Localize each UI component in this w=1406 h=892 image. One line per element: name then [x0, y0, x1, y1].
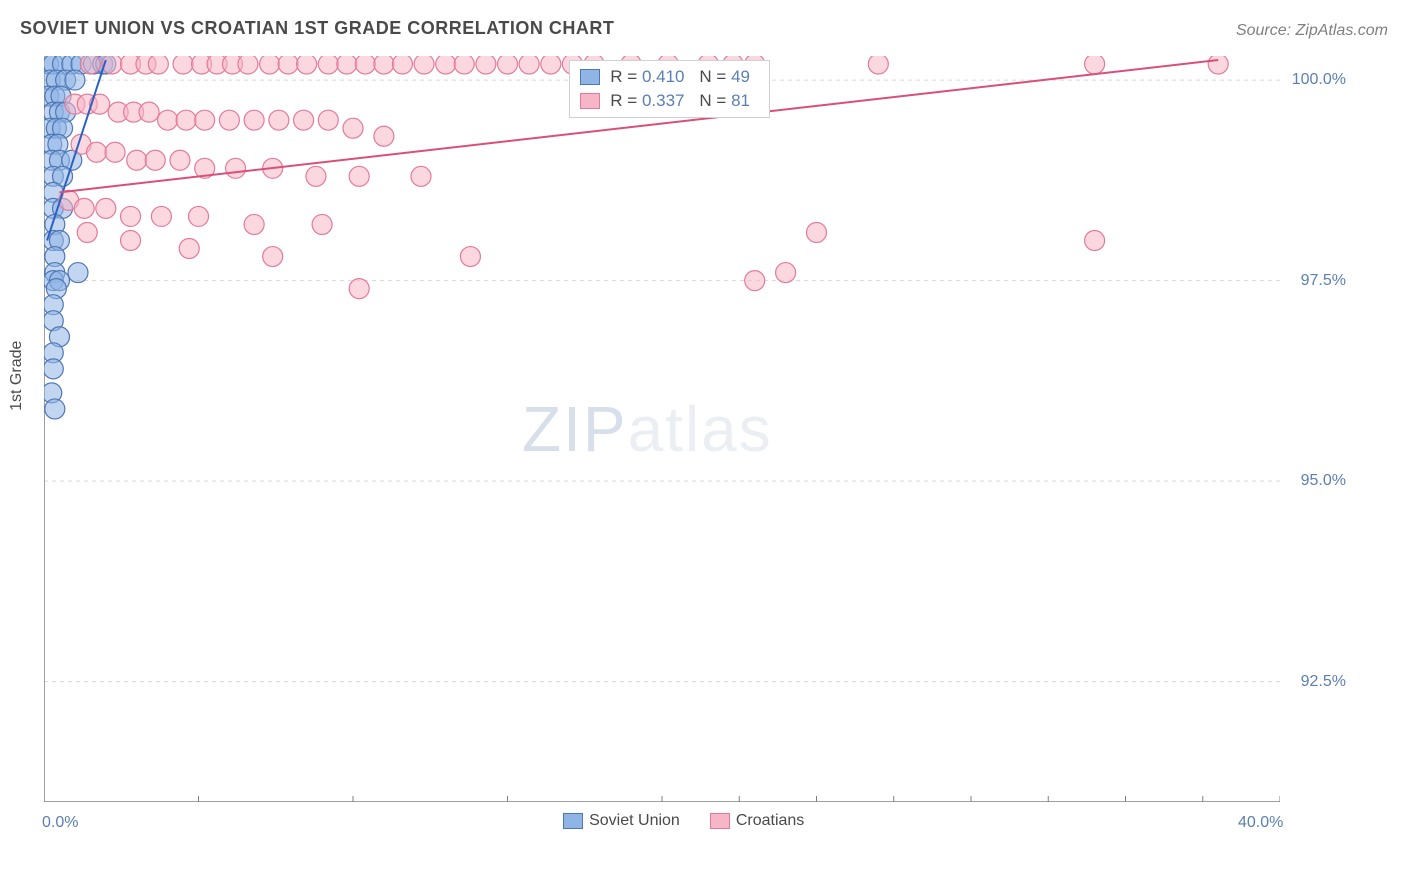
- legend-item: Croatians: [710, 812, 804, 829]
- chart-title: SOVIET UNION VS CROATIAN 1ST GRADE CORRE…: [20, 18, 614, 39]
- series-legend: Soviet Union Croatians: [563, 812, 834, 830]
- y-tick-label: 97.5%: [1286, 272, 1346, 290]
- y-tick-label: 100.0%: [1286, 71, 1346, 89]
- legend-swatch-icon: [563, 813, 583, 829]
- stats-row: R = 0.410 N = 49: [580, 65, 759, 89]
- y-tick-label: 92.5%: [1286, 673, 1346, 691]
- y-tick-label: 95.0%: [1286, 472, 1346, 490]
- stats-row: R = 0.337 N = 81: [580, 89, 759, 113]
- legend-label: Croatians: [736, 812, 804, 829]
- stat-n-label: N =: [690, 67, 731, 87]
- stat-n-label: N =: [690, 91, 731, 111]
- y-axis-label: 1st Grade: [8, 341, 26, 411]
- stat-n-value: 49: [731, 67, 759, 87]
- legend-swatch-icon: [580, 93, 600, 109]
- legend-item: Soviet Union: [563, 812, 680, 829]
- stat-r-value: 0.410: [642, 67, 690, 87]
- legend-swatch-icon: [580, 69, 600, 85]
- source-credit: Source: ZipAtlas.com: [1236, 22, 1388, 40]
- x-tick-label: 40.0%: [1238, 814, 1283, 832]
- stat-r-value: 0.337: [642, 91, 690, 111]
- stat-r-label: R =: [610, 91, 642, 111]
- legend-swatch-icon: [710, 813, 730, 829]
- correlation-stats-box: R = 0.410 N = 49R = 0.337 N = 81: [569, 60, 770, 118]
- x-tick-label: 0.0%: [42, 814, 78, 832]
- stat-n-value: 81: [731, 91, 759, 111]
- stat-r-label: R =: [610, 67, 642, 87]
- scatter-plot: [44, 56, 1280, 802]
- legend-label: Soviet Union: [589, 812, 680, 829]
